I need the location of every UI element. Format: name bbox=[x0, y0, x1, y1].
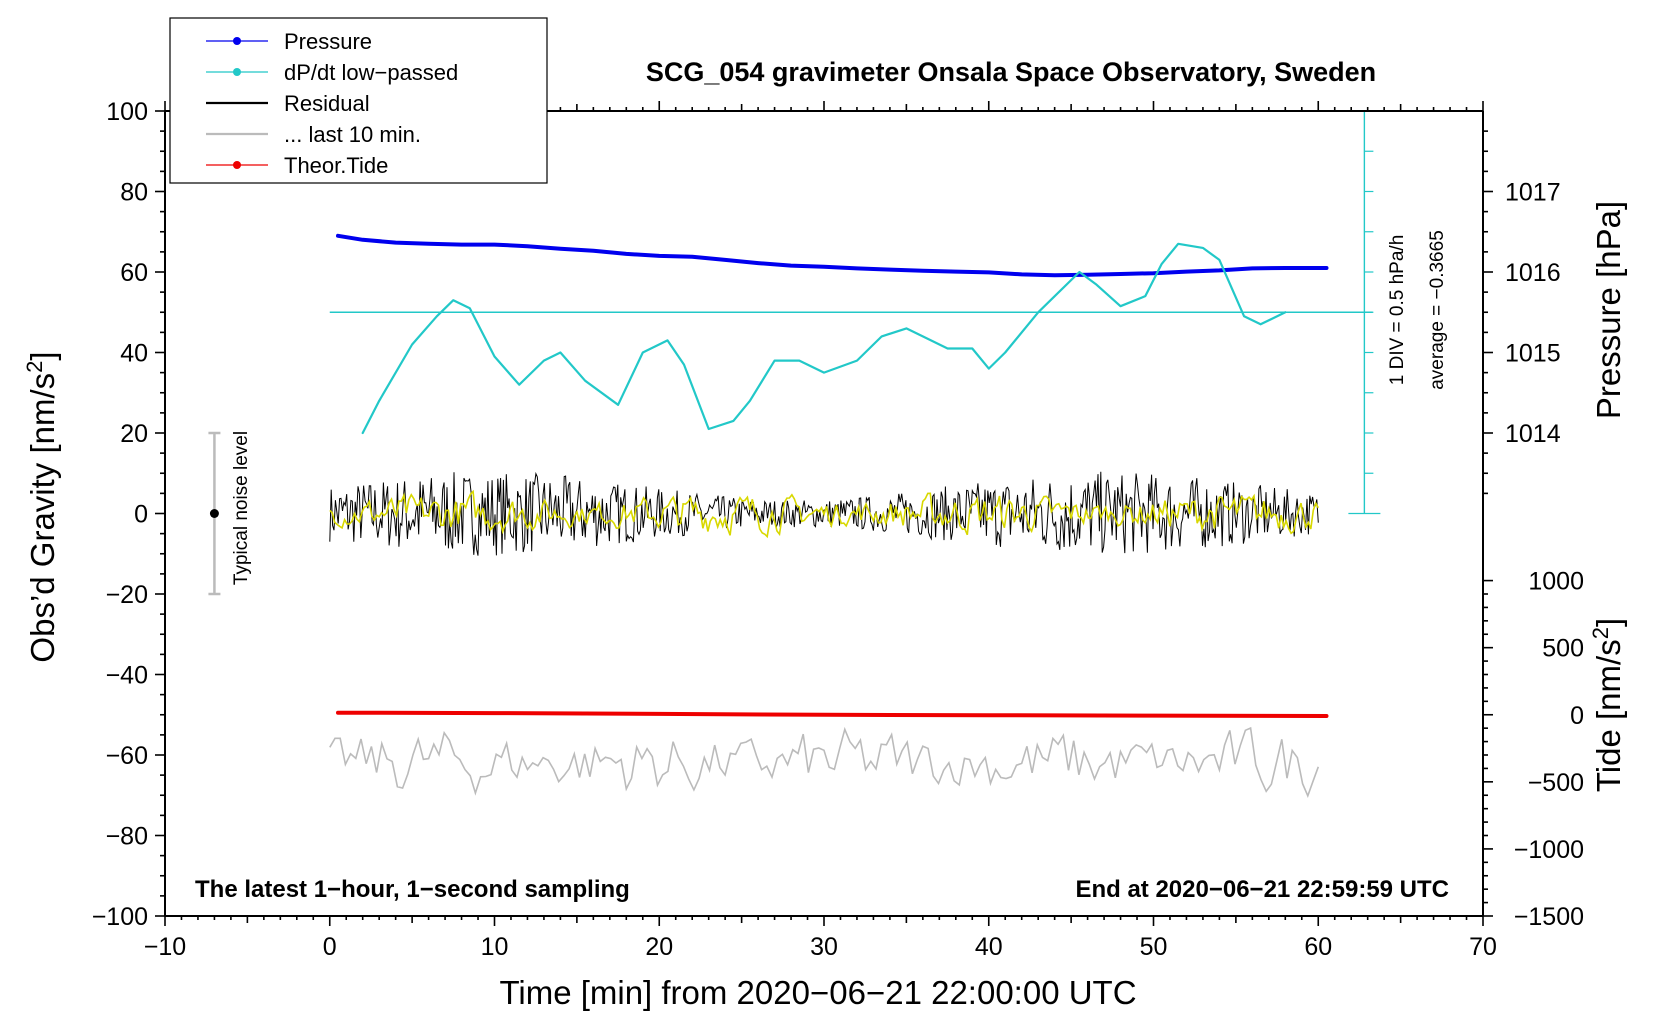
y-tick-label: 60 bbox=[120, 259, 148, 287]
y-tick-label: −80 bbox=[106, 823, 148, 851]
y-tick-label: −20 bbox=[106, 581, 148, 609]
tide-tick-label: 500 bbox=[1542, 635, 1584, 663]
pressure-tick-label: 1014 bbox=[1505, 420, 1561, 448]
legend-box bbox=[169, 17, 548, 184]
x-tick-label: 20 bbox=[645, 933, 673, 961]
series-residual-smoothed bbox=[329, 489, 1319, 539]
y-tick-label: 80 bbox=[120, 179, 148, 207]
x-tick-label: 70 bbox=[1469, 933, 1497, 961]
y-tick-label: −40 bbox=[106, 662, 148, 690]
y-tick-label: −60 bbox=[106, 742, 148, 770]
pressure-axis: 1014 1015 1016 1017 bbox=[1483, 130, 1561, 495]
legend-label: Theor.Tide bbox=[284, 153, 388, 178]
x-tick-label: 50 bbox=[1140, 933, 1168, 961]
tide-tick-label: 1000 bbox=[1528, 568, 1584, 596]
legend-marker bbox=[233, 37, 241, 45]
y-axis-label-left: Obs’d Gravity [nm/s2] bbox=[22, 351, 61, 662]
pressure-tick-label: 1017 bbox=[1505, 179, 1561, 207]
x-axis: −10 0 10 20 30 40 50 60 70 bbox=[144, 101, 1497, 961]
dpdt-scale-label: 1 DIV = 0.5 hPa/h bbox=[1387, 235, 1408, 386]
pressure-tick-label: 1016 bbox=[1505, 259, 1561, 287]
series-layer bbox=[208, 110, 1381, 798]
y-tick-label: −100 bbox=[92, 903, 148, 931]
x-tick-label: 10 bbox=[481, 933, 509, 961]
legend-label: dP/dt low−passed bbox=[284, 60, 458, 85]
tide-tick-label: −500 bbox=[1528, 769, 1584, 797]
end-time-note: End at 2020−06−21 22:59:59 UTC bbox=[1075, 876, 1449, 903]
legend-label: ... last 10 min. bbox=[284, 122, 421, 147]
legend-label: Pressure bbox=[284, 29, 372, 54]
series-dp-dt-low-passed bbox=[361, 242, 1287, 435]
x-tick-label: −10 bbox=[144, 933, 186, 961]
dpdt-average-label: average = −0.3665 bbox=[1427, 230, 1448, 390]
y-axis-left: −100 −80 −60 −40 −20 0 20 40 60 80 100 bbox=[92, 98, 165, 931]
pressure-tick-label: 1015 bbox=[1505, 340, 1561, 368]
tide-tick-label: 0 bbox=[1570, 702, 1584, 730]
legend-marker bbox=[233, 68, 241, 76]
x-tick-label: 30 bbox=[810, 933, 838, 961]
chart-title: SCG_054 gravimeter Onsala Space Observat… bbox=[646, 57, 1376, 87]
series-pressure bbox=[336, 233, 1329, 278]
tide-tick-label: −1500 bbox=[1514, 903, 1584, 931]
y-tick-label: 40 bbox=[120, 340, 148, 368]
series-last-10-min bbox=[329, 726, 1320, 798]
noise-bar-dot bbox=[209, 509, 219, 518]
y-tick-label: 20 bbox=[120, 420, 148, 448]
x-tick-label: 0 bbox=[323, 933, 337, 961]
x-axis-label: Time [min] from 2020−06−21 22:00:00 UTC bbox=[499, 974, 1136, 1011]
noise-level-label: Typical noise level bbox=[231, 431, 252, 585]
legend: Pressure dP/dt low−passed Residual ... last… bbox=[169, 17, 548, 184]
tide-axis-label: Tide [nm/s2] bbox=[1588, 618, 1627, 792]
y-tick-label: 0 bbox=[134, 501, 148, 529]
sampling-note: The latest 1−hour, 1−second sampling bbox=[195, 876, 630, 903]
legend-marker bbox=[233, 161, 241, 169]
tide-axis: −1500 −1000 −500 0 500 1000 bbox=[1483, 568, 1584, 931]
x-tick-label: 60 bbox=[1304, 933, 1332, 961]
tide-tick-label: −1000 bbox=[1514, 836, 1584, 864]
y-tick-label: 100 bbox=[106, 98, 148, 126]
pressure-axis-label: Pressure [hPa] bbox=[1590, 201, 1627, 419]
series-theor-tide bbox=[336, 710, 1329, 718]
x-tick-label: 40 bbox=[975, 933, 1003, 961]
legend-label: Residual bbox=[284, 91, 370, 116]
